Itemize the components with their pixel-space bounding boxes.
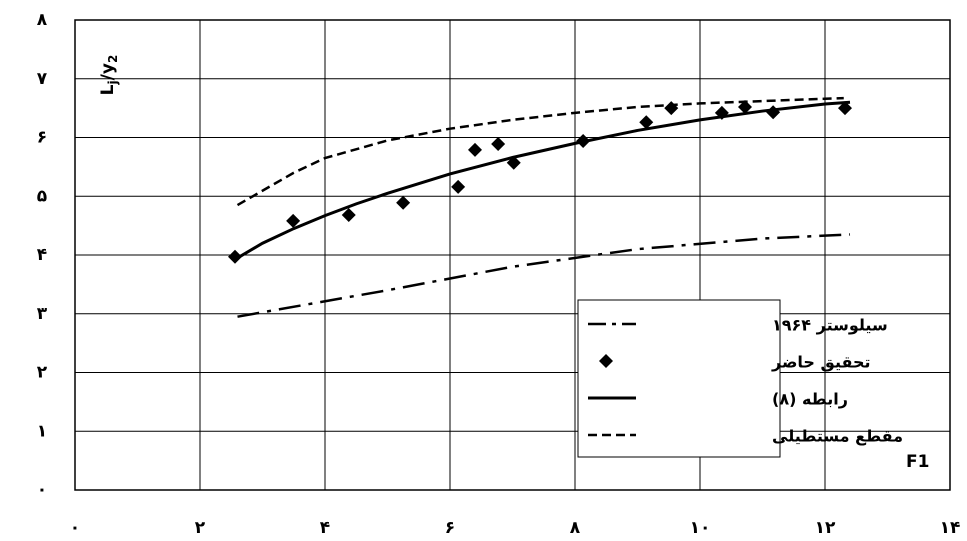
data-point [838, 101, 852, 116]
series-line [237, 233, 851, 318]
y-tick-label: ۲ [37, 363, 48, 383]
x-tick-label: ۲ [195, 518, 206, 538]
data-point [664, 101, 679, 116]
y-label-part: j [106, 80, 120, 85]
legend-box [577, 299, 781, 458]
legend-label: تحقیق حاضر [771, 353, 871, 372]
data-point [228, 249, 242, 264]
data-point [639, 115, 654, 130]
legend-label: مقطع مستطیلی [772, 427, 903, 446]
y-tick-label: ۷ [37, 69, 48, 89]
x-axis-label: F1 [906, 452, 929, 472]
y-label-part: 2 [106, 55, 120, 63]
y-label-part: /y [98, 63, 118, 80]
legend-label: سیلوستر ۱۹۶۴ [772, 316, 888, 335]
y-tick-label: ۰ [37, 480, 47, 500]
legend-marker [599, 354, 613, 368]
x-tick-label: ۸ [570, 518, 581, 538]
x-label-text: F1 [906, 452, 929, 472]
data-point [491, 136, 506, 151]
y-tick-label: ۶ [37, 128, 47, 148]
series-line [236, 96, 844, 207]
y-tick-label: ۴ [37, 245, 47, 265]
plot-frame [74, 19, 951, 491]
data-point [451, 179, 466, 194]
data-point [286, 213, 301, 228]
data-point [766, 105, 781, 120]
x-tick-label: ۱۲ [815, 518, 836, 538]
y-tick-label: ۱ [37, 421, 47, 441]
x-tick-label: ۶ [445, 518, 455, 538]
x-tick-label: ۴ [320, 518, 330, 538]
y-tick-label: ۳ [37, 304, 48, 324]
x-tick-label: ۱۴ [940, 518, 961, 538]
data-point [468, 142, 482, 157]
y-label-part: L [98, 84, 118, 95]
series-line [236, 100, 851, 260]
y-tick-label: ۵ [37, 186, 47, 206]
legend: سیلوستر ۱۹۶۴ تحقیق حاضر رابطه (۸) مقطع مستط… [577, 299, 903, 458]
data-point [396, 195, 411, 210]
x-tick-label: ۰ [70, 518, 80, 538]
x-tick-label: ۱۰ [690, 518, 711, 538]
legend-label: رابطه (۸) [772, 390, 848, 409]
data-point [738, 99, 752, 114]
data-point [341, 208, 356, 223]
y-axis-label: Lj/y2 [98, 55, 120, 96]
y-tick-label: ۸ [37, 10, 48, 30]
